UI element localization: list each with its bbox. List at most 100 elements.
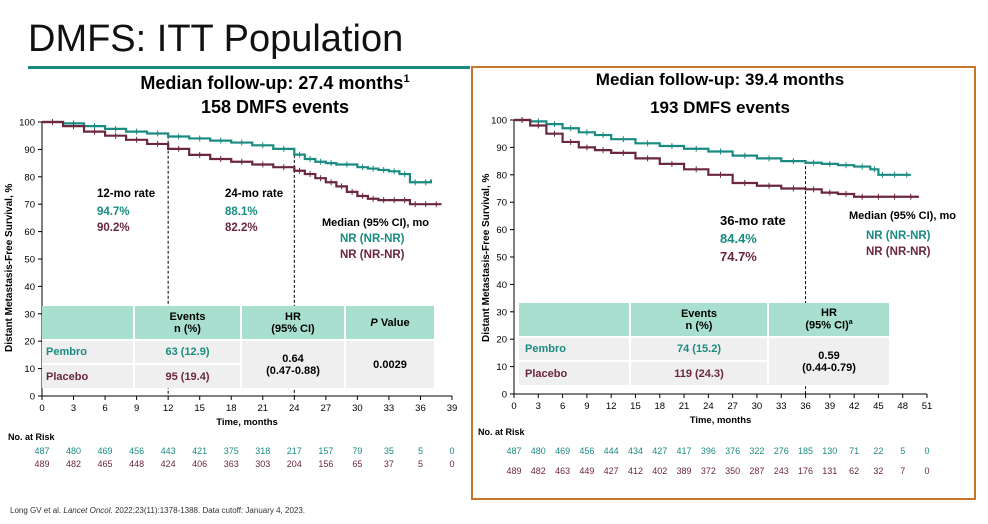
right-placebo-risk-value: 131 [822, 466, 838, 476]
left-median-label: Median (95% CI), mo [322, 217, 429, 229]
left-pembro-risk-value: 0 [449, 446, 455, 456]
left-p-rest: Value [377, 316, 410, 329]
left-placebo-risk-value: 448 [129, 459, 145, 469]
right-table-blank-head [519, 303, 630, 337]
left-x-tick-label: 30 [352, 403, 363, 414]
right-placebo-risk-value: 0 [924, 466, 930, 476]
left-x-tick-label: 36 [415, 403, 426, 414]
left-x-tick-label: 9 [134, 403, 139, 414]
right-x-tick-label: 36 [800, 401, 811, 412]
right-pembro-label: Pembro [519, 336, 630, 361]
right-pembro-risk-value: 417 [676, 446, 692, 456]
right-pembro-risk-value: 487 [506, 446, 522, 456]
left-pembro-risk-value: 217 [286, 446, 302, 456]
right-hr-cell: 0.59 (0.44-0.79) [767, 336, 889, 385]
right-events-h1: Events [680, 307, 718, 320]
right-hr-ci: (0.44-0.79) [802, 361, 856, 374]
right-y-tick-label: 0 [502, 390, 507, 401]
right-x-tick-label: 45 [873, 401, 884, 412]
right-y-tick-label: 30 [496, 307, 507, 318]
title-rule [28, 66, 470, 69]
left-y-tick-label: 70 [24, 200, 35, 211]
right-placebo-risk-value: 350 [725, 466, 741, 476]
left-y-tick-label: 100 [19, 118, 35, 129]
right-curve-placebo [514, 118, 919, 198]
right-x-tick-label: 42 [849, 401, 860, 412]
left-placebo-risk-value: 489 [34, 459, 50, 469]
right-placebo-label: Placebo [519, 360, 630, 385]
left-rate12-placebo: 90.2% [97, 222, 130, 234]
right-placebo-risk-value: 372 [700, 466, 716, 476]
left-events-h2: n (%) [174, 322, 201, 335]
right-y-tick-label: 50 [496, 253, 507, 264]
left-placebo-risk-value: 65 [352, 459, 363, 469]
left-placebo-events: 95 (19.4) [133, 363, 241, 388]
right-hr-value: 0.59 [818, 349, 840, 362]
right-placebo-risk-value: 243 [773, 466, 789, 476]
left-placebo-risk-value: 363 [223, 459, 239, 469]
right-pembro-risk-value: 469 [555, 446, 571, 456]
right-x-tick-label: 9 [584, 401, 589, 412]
left-table-hr-head: HR (95% CI) [240, 306, 345, 340]
left-events-h1: Events [169, 310, 206, 323]
left-x-tick-label: 0 [39, 403, 44, 414]
left-placebo-risk-value: 5 [417, 459, 423, 469]
right-median-placebo: NR (NR-NR) [866, 246, 931, 258]
left-median-placebo: NR (NR-NR) [340, 249, 405, 261]
right-table-hr-head: HR (95% CI)a [767, 303, 889, 337]
right-pembro-risk-value: 427 [652, 446, 668, 456]
left-hr-h2: (95% CI) [271, 322, 315, 335]
right-heading-events: 193 DMFS events [650, 98, 790, 117]
right-x-tick-label: 24 [703, 401, 714, 412]
left-placebo-risk-value: 465 [97, 459, 113, 469]
right-hr-h1: HR [821, 307, 837, 320]
left-x-tick-label: 6 [102, 403, 107, 414]
right-pembro-risk-value: 276 [773, 446, 789, 456]
right-pembro-risk-value: 22 [873, 446, 884, 456]
right-x-tick-label: 30 [752, 401, 763, 412]
right-x-axis-label: Time, months [690, 415, 752, 426]
left-placebo-label: Placebo [42, 363, 134, 388]
right-heading-followup: Median follow-up: 39.4 months [595, 70, 845, 89]
left-y-tick-label: 50 [24, 255, 35, 266]
left-y-tick-label: 40 [24, 282, 35, 293]
right-y-tick-label: 60 [496, 225, 507, 236]
left-x-tick-label: 12 [163, 403, 174, 414]
left-pembro-risk-value: 157 [318, 446, 334, 456]
right-pembro-risk-value: 130 [822, 446, 838, 456]
left-placebo-risk-value: 424 [160, 459, 176, 469]
left-x-axis-label: Time, months [216, 417, 278, 428]
footnote: Long GV et al. Lancet Oncol. 2022;23(11)… [10, 506, 305, 515]
right-placebo-risk-value: 482 [530, 466, 546, 476]
right-table-events-head: Events n (%) [629, 303, 768, 337]
left-x-tick-label: 15 [194, 403, 205, 414]
right-placebo-risk-value: 7 [900, 466, 906, 476]
right-placebo-risk-value: 449 [579, 466, 595, 476]
left-pembro-label: Pembro [42, 339, 134, 364]
left-table-blank-head [42, 306, 134, 340]
right-placebo-risk-value: 489 [506, 466, 522, 476]
left-placebo-risk-value: 406 [192, 459, 208, 469]
right-placebo-risk-value: 412 [627, 466, 643, 476]
left-y-tick-label: 30 [24, 309, 35, 320]
left-table-events-head: Events n (%) [133, 306, 241, 340]
left-rate12-pembro: 94.7% [97, 206, 130, 218]
right-pembro-risk-value: 185 [798, 446, 814, 456]
right-pembro-risk-value: 434 [627, 446, 643, 456]
right-x-tick-label: 21 [679, 401, 690, 412]
right-y-tick-label: 40 [496, 280, 507, 291]
right-panel-frame [471, 66, 976, 500]
left-y-tick-label: 10 [24, 364, 35, 375]
right-pembro-risk-value: 480 [530, 446, 546, 456]
right-pembro-risk-value: 456 [579, 446, 595, 456]
left-x-tick-label: 33 [384, 403, 395, 414]
left-pembro-risk-value: 79 [352, 446, 363, 456]
left-placebo-risk-value: 0 [449, 459, 455, 469]
right-x-tick-label: 3 [536, 401, 541, 412]
left-hr-cell: 0.64 (0.47-0.88) [240, 339, 345, 388]
right-x-tick-label: 51 [922, 401, 933, 412]
left-heading-sup: 1 [403, 73, 410, 85]
left-risk-label: No. at Risk [8, 432, 55, 442]
left-rate24-placebo: 82.2% [225, 222, 258, 234]
